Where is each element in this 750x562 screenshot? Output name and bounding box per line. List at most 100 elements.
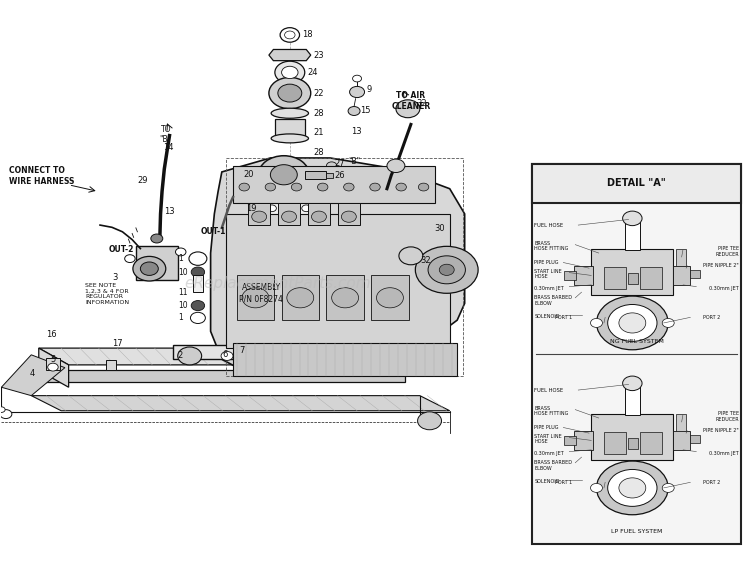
Bar (640, 267, 662, 289)
Circle shape (326, 162, 337, 170)
Text: PIPE NIPPLE 2": PIPE NIPPLE 2" (704, 428, 739, 433)
Circle shape (317, 183, 328, 191)
Circle shape (280, 28, 299, 42)
Text: PIPE PLUG: PIPE PLUG (534, 425, 559, 430)
Text: 27: 27 (334, 159, 344, 168)
Circle shape (302, 205, 310, 212)
Circle shape (428, 256, 466, 284)
Bar (628, 273, 638, 284)
Circle shape (291, 183, 302, 191)
Text: 10: 10 (178, 268, 188, 277)
Circle shape (590, 319, 602, 328)
Text: START LINE
HOSE: START LINE HOSE (534, 433, 562, 444)
Bar (263, 202, 312, 215)
Circle shape (133, 256, 166, 281)
Text: 1: 1 (178, 254, 182, 263)
Text: FUEL HOSE: FUEL HOSE (534, 223, 563, 228)
Text: CONNECT TO
WIRE HARNESS: CONNECT TO WIRE HARNESS (9, 166, 74, 185)
Circle shape (124, 255, 135, 262)
Circle shape (619, 313, 646, 333)
Bar (690, 270, 700, 278)
Text: BRASS
HOSE FITTING: BRASS HOSE FITTING (534, 241, 568, 251)
Circle shape (396, 183, 406, 191)
Circle shape (176, 248, 186, 256)
Text: 32: 32 (416, 99, 427, 108)
Text: DETAIL "A": DETAIL "A" (608, 178, 666, 188)
Text: SEE NOTE
1,2,3 & 4 FOR
REGULATOR
INFORMATION: SEE NOTE 1,2,3 & 4 FOR REGULATOR INFORMA… (85, 283, 129, 305)
Text: 0.30mm JET: 0.30mm JET (710, 451, 739, 456)
Text: 4: 4 (30, 369, 35, 378)
Polygon shape (269, 49, 310, 61)
Bar (574, 431, 592, 450)
Circle shape (348, 107, 360, 115)
Bar (591, 414, 674, 460)
Bar (604, 267, 626, 289)
Text: OUT-1: OUT-1 (200, 227, 226, 236)
Text: PIPE PLUG: PIPE PLUG (534, 260, 559, 265)
Polygon shape (39, 370, 405, 382)
Circle shape (281, 211, 296, 223)
Bar (563, 271, 575, 280)
Text: SOLENOID: SOLENOID (534, 479, 560, 484)
Text: BRASS BARBED
ELBOW: BRASS BARBED ELBOW (534, 296, 572, 306)
Text: 13: 13 (164, 207, 175, 216)
Circle shape (281, 66, 298, 79)
Text: LP FUEL SYSTEM: LP FUEL SYSTEM (610, 529, 662, 534)
Text: OUT-2: OUT-2 (109, 245, 134, 254)
Text: eReplacementParts.com: eReplacementParts.com (184, 276, 371, 291)
Text: 30: 30 (435, 224, 445, 233)
Circle shape (350, 87, 364, 98)
Circle shape (352, 75, 362, 82)
Bar (106, 360, 116, 370)
Circle shape (268, 205, 276, 212)
Text: 21: 21 (314, 128, 324, 137)
Text: 13: 13 (351, 126, 361, 135)
Text: 26: 26 (334, 171, 344, 180)
Text: 18: 18 (302, 30, 313, 39)
Text: 0.30mm JET: 0.30mm JET (534, 285, 564, 291)
Text: 2: 2 (178, 351, 183, 360)
Circle shape (221, 351, 233, 360)
Polygon shape (211, 158, 465, 376)
Text: TO AIR
CLEANER: TO AIR CLEANER (392, 91, 430, 111)
Text: 15: 15 (360, 106, 370, 116)
Bar (625, 384, 640, 415)
Bar (591, 249, 674, 295)
Bar (574, 266, 592, 285)
Text: 29: 29 (137, 176, 148, 185)
Text: 20: 20 (244, 170, 254, 179)
Circle shape (399, 247, 423, 265)
Circle shape (419, 183, 429, 191)
Text: 7: 7 (239, 346, 244, 355)
Text: PORT 1: PORT 1 (555, 480, 572, 485)
Polygon shape (32, 396, 450, 411)
Text: PORT 1: PORT 1 (555, 315, 572, 320)
Bar (676, 414, 686, 431)
Circle shape (590, 483, 602, 492)
Polygon shape (39, 348, 435, 365)
Text: FUEL HOSE: FUEL HOSE (534, 388, 563, 392)
Text: 5: 5 (50, 355, 55, 364)
Bar (136, 246, 178, 280)
Circle shape (278, 84, 302, 102)
Text: 17: 17 (112, 339, 122, 348)
Bar (278, 203, 300, 225)
Circle shape (0, 407, 5, 413)
Bar (281, 275, 319, 320)
Circle shape (191, 267, 205, 277)
Circle shape (274, 61, 304, 84)
Text: SOLENOID: SOLENOID (534, 314, 560, 319)
Text: 0.30mm JET: 0.30mm JET (710, 285, 739, 291)
Text: 32: 32 (420, 256, 430, 265)
Circle shape (326, 175, 334, 182)
Bar (532, 164, 741, 544)
Polygon shape (2, 355, 65, 396)
Circle shape (662, 483, 674, 492)
Text: 28: 28 (314, 108, 324, 117)
Bar (674, 431, 690, 450)
Text: PIPE NIPPLE 2": PIPE NIPPLE 2" (704, 264, 739, 269)
Circle shape (596, 461, 668, 515)
Bar (604, 432, 626, 454)
Bar (371, 275, 409, 320)
Circle shape (242, 288, 269, 308)
